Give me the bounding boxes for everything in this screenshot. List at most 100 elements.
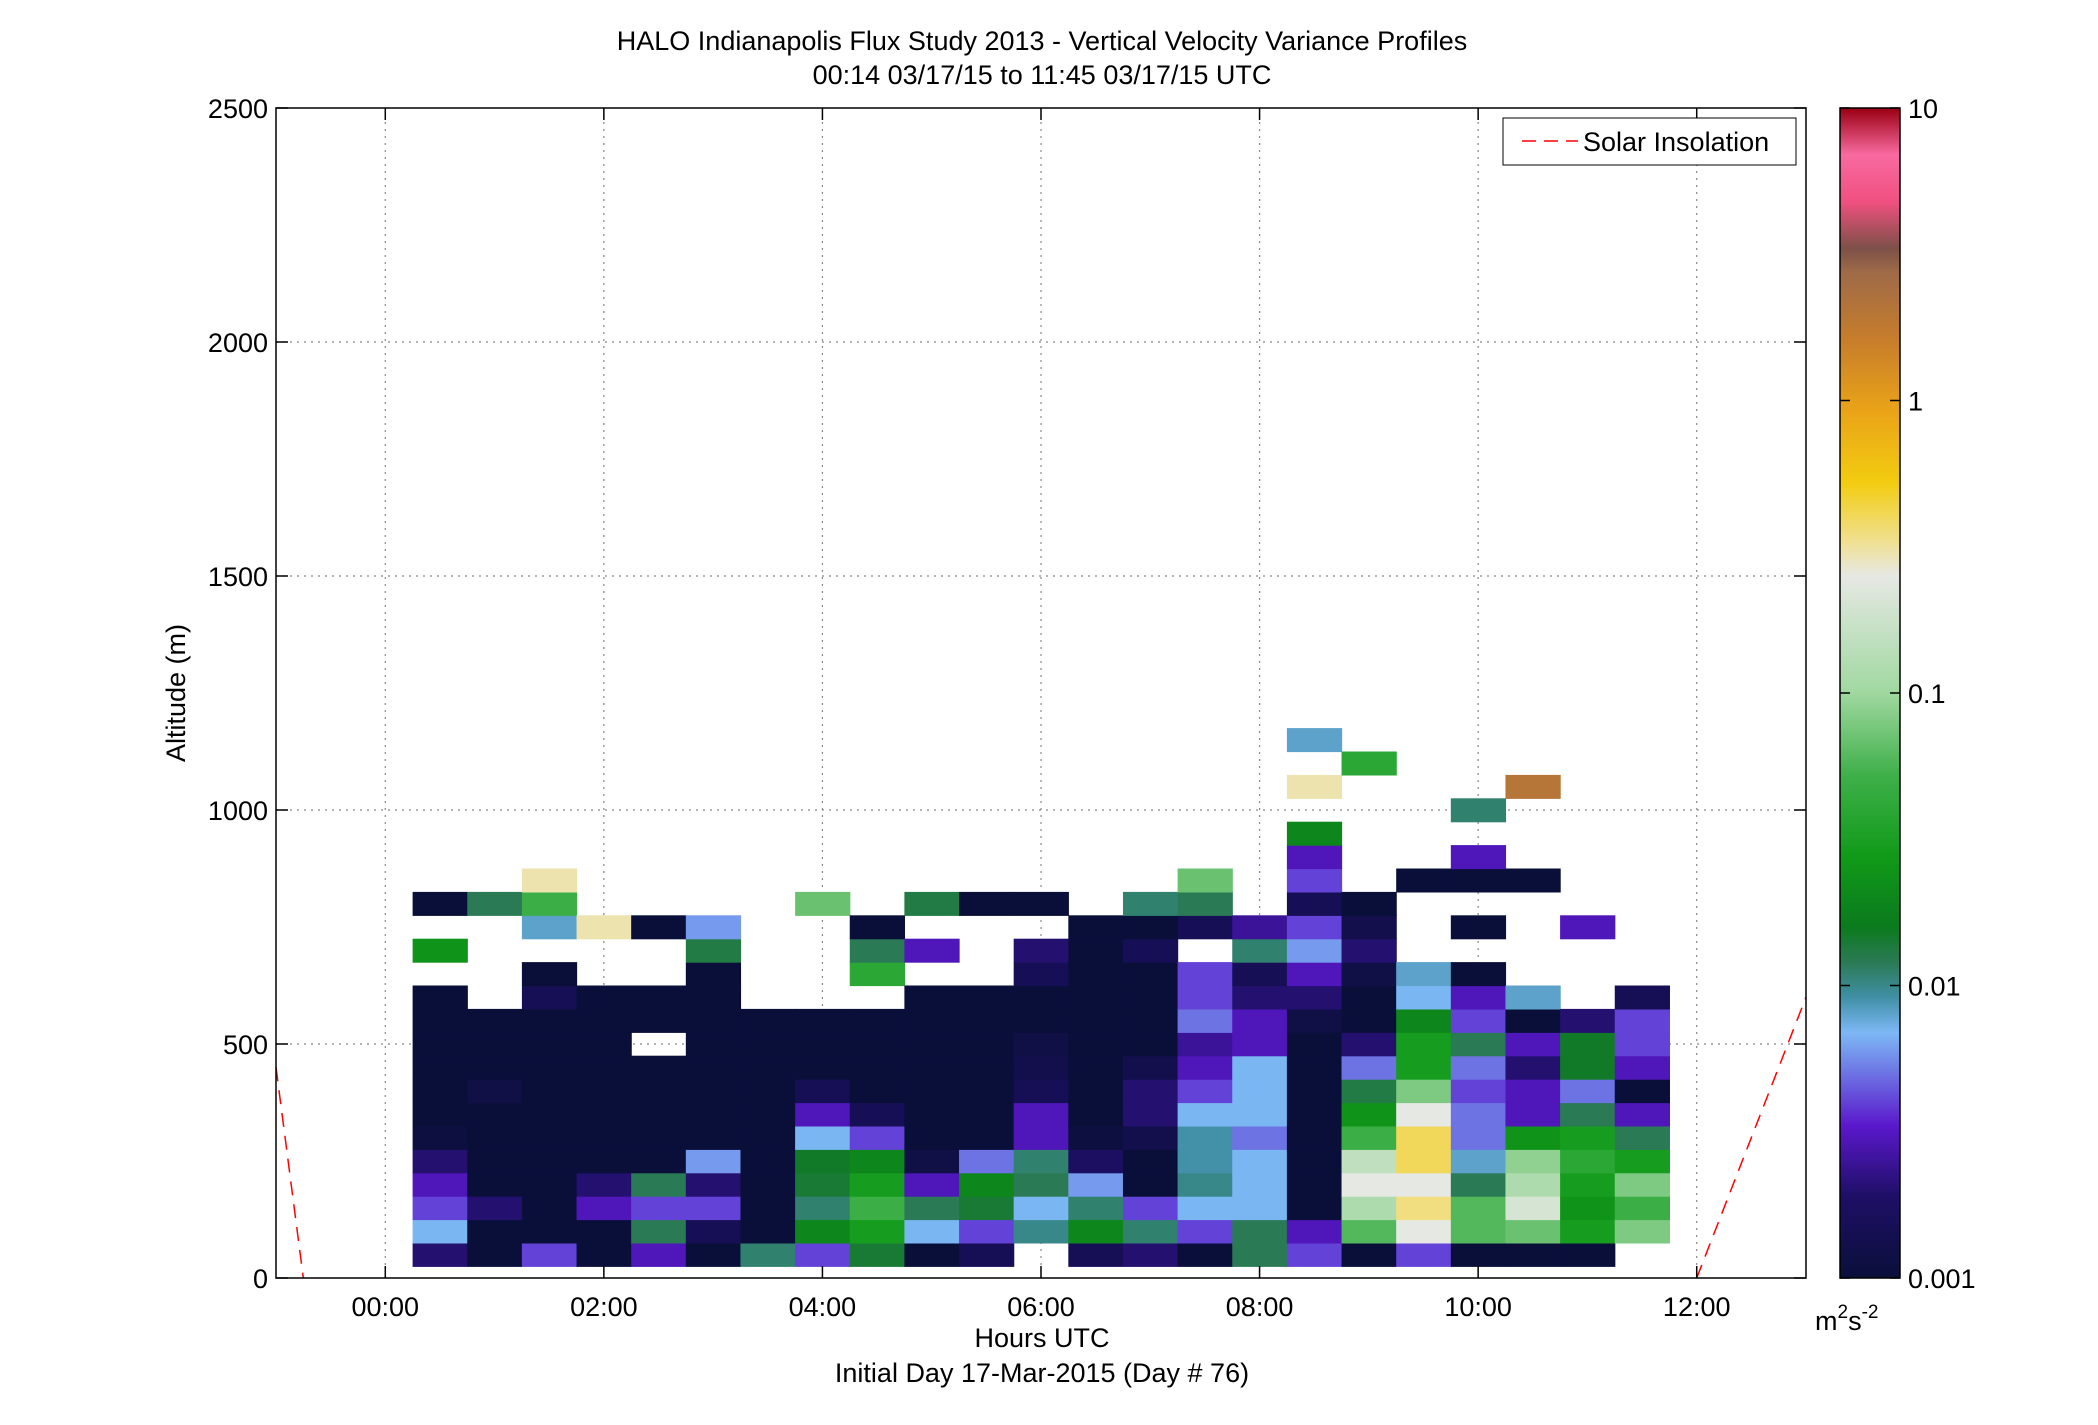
y-tick-label: 2500 [208, 94, 268, 124]
heatmap-cell [1286, 868, 1343, 893]
heatmap-cell [467, 1242, 523, 1267]
heatmap-cell [576, 1172, 632, 1197]
heatmap-cell [904, 1008, 960, 1033]
heatmap-cell [1122, 1196, 1179, 1221]
heatmap-cell [1177, 1102, 1233, 1127]
heatmap-cell [1560, 1079, 1616, 1104]
heatmap-cell [904, 1149, 960, 1174]
heatmap-cell [1286, 821, 1343, 846]
heatmap-cell [1286, 985, 1343, 1010]
heatmap-cell [1177, 1196, 1233, 1221]
heatmap-cell [904, 1125, 960, 1150]
heatmap-cell [959, 1055, 1015, 1080]
heatmap-cell [959, 1149, 1015, 1174]
heatmap-cell [1450, 868, 1507, 893]
heatmap-cell [904, 985, 960, 1010]
heatmap-cell [1177, 891, 1233, 916]
heatmap-cell [1505, 1172, 1561, 1197]
heatmap-cell [1068, 938, 1124, 963]
heatmap-cell [1013, 1125, 1069, 1150]
heatmap-cell [1013, 1149, 1069, 1174]
heatmap-cell [904, 1242, 960, 1267]
colorbar-tick-label: 1 [1908, 387, 1923, 417]
heatmap-cell [849, 1079, 905, 1104]
heatmap-cell [467, 1219, 523, 1244]
heatmap-cell [1450, 1032, 1507, 1057]
heatmap-cell [1614, 1219, 1670, 1244]
heatmap-cell [1013, 1219, 1069, 1244]
heatmap-cell [904, 1079, 960, 1104]
heatmap-cell [631, 1149, 687, 1174]
heatmap-cell [412, 1055, 468, 1080]
heatmap-cell [1013, 962, 1069, 987]
heatmap-cell [576, 915, 632, 940]
heatmap-cell [1232, 1196, 1288, 1221]
heatmap-cell [685, 1196, 742, 1221]
heatmap-cell [521, 915, 578, 940]
heatmap-cell [631, 1172, 687, 1197]
heatmap-cell [849, 1102, 905, 1127]
heatmap-cell [959, 1079, 1015, 1104]
heatmap-cell [1286, 774, 1343, 799]
heatmap-cell [959, 1125, 1015, 1150]
heatmap-cell [1450, 1149, 1507, 1174]
heatmap-cell [849, 1219, 905, 1244]
heatmap-cell [904, 1102, 960, 1127]
heatmap-cell [1450, 845, 1507, 870]
heatmap-cell [904, 1219, 960, 1244]
heatmap-cell [1068, 1242, 1124, 1267]
heatmap-cell [521, 985, 578, 1010]
heatmap-cell [576, 1219, 632, 1244]
heatmap-cell [685, 1032, 742, 1057]
heatmap-cell [412, 938, 468, 963]
heatmap-cell [849, 938, 905, 963]
heatmap-cell [1286, 1008, 1343, 1033]
heatmap-cell [467, 1172, 523, 1197]
heatmap-cell [1286, 1196, 1343, 1221]
heatmap-cell [1341, 1172, 1397, 1197]
heatmap-cell [1505, 868, 1561, 893]
heatmap-cell [1286, 915, 1343, 940]
y-tick-label: 1500 [208, 562, 268, 592]
heatmap-cell [576, 1125, 632, 1150]
heatmap-cell [1614, 1008, 1670, 1033]
colorbar-unit-sup1: 2 [1838, 1302, 1849, 1323]
heatmap-cell [1396, 1172, 1452, 1197]
chart-title: HALO Indianapolis Flux Study 2013 - Vert… [617, 26, 1467, 56]
heatmap-cell [1068, 985, 1124, 1010]
heatmap-cell [1177, 1008, 1233, 1033]
heatmap-cell [1341, 1102, 1397, 1127]
chart-subtitle: 00:14 03/17/15 to 11:45 03/17/15 UTC [813, 60, 1272, 90]
heatmap-cell [467, 1196, 523, 1221]
heatmap-cell [467, 1149, 523, 1174]
heatmap-cell [1122, 1172, 1179, 1197]
heatmap-cell [1341, 891, 1397, 916]
heatmap-cell [685, 985, 742, 1010]
heatmap-cell [904, 1055, 960, 1080]
x-axis-label-secondary: Initial Day 17-Mar-2015 (Day # 76) [835, 1358, 1249, 1388]
x-tick-label: 10:00 [1444, 1292, 1512, 1322]
heatmap-cell [1341, 1032, 1397, 1057]
heatmap-cell [1341, 1055, 1397, 1080]
heatmap-cell [1450, 1079, 1507, 1104]
heatmap-cell [412, 1172, 468, 1197]
heatmap-cell [795, 1102, 851, 1127]
heatmap-cell [412, 1079, 468, 1104]
heatmap-cell [631, 1102, 687, 1127]
heatmap-cell [1560, 1196, 1616, 1221]
heatmap-cell [1177, 1242, 1233, 1267]
heatmap-cell [1614, 1102, 1670, 1127]
heatmap-cell [1013, 985, 1069, 1010]
heatmap-cell [740, 1125, 796, 1150]
heatmap-cell [1396, 1008, 1452, 1033]
heatmap-cell [1122, 891, 1179, 916]
heatmap-cell [1505, 985, 1561, 1010]
heatmap-cell [631, 1079, 687, 1104]
colorbar: m2s-2 0.001 0.01 0.1 1 10 [1815, 94, 1976, 1336]
colorbar-tick-label: 10 [1908, 94, 1938, 124]
heatmap-cell [1614, 1125, 1670, 1150]
heatmap-cell [685, 1055, 742, 1080]
heatmap-cell [1177, 915, 1233, 940]
heatmap-cell [959, 1196, 1015, 1221]
